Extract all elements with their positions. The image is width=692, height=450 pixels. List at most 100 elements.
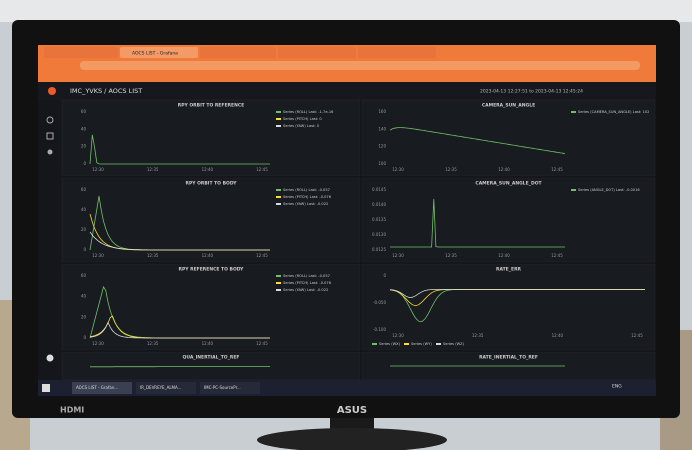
- tab[interactable]: [200, 47, 276, 58]
- time-range[interactable]: 2023-04-13 12:27:51 to 2023-04-13 12:45:…: [480, 89, 583, 95]
- x-tick-label: 12:35: [147, 167, 159, 172]
- y-tick-label: 40: [81, 126, 87, 131]
- legend-swatch: [276, 118, 281, 120]
- x-tick-label: 12:35: [445, 167, 457, 172]
- y-tick-label: 40: [81, 207, 87, 212]
- taskbar-item[interactable]: [136, 382, 196, 394]
- y-tick-label: 120: [378, 144, 386, 149]
- panel-bg: [61, 99, 361, 177]
- panel-title: CAMERA_SUN_ANGLE_DOT: [475, 181, 542, 187]
- x-tick-label: 12:45: [256, 341, 268, 346]
- taskbar-item[interactable]: [72, 382, 132, 394]
- legend-entry[interactable]: Series (ROLL) Last: -1.7e-16: [283, 110, 334, 114]
- x-tick-label: 12:40: [202, 253, 214, 258]
- x-tick-label: 12:35: [147, 253, 159, 258]
- legend-entry[interactable]: Series (PITCH) Last: -0.076: [283, 195, 332, 199]
- x-tick-label: 12:45: [256, 253, 268, 258]
- panel-bg: [61, 351, 361, 381]
- legend-entry[interactable]: Series (WX): [379, 342, 401, 346]
- taskbar-label: IR_DEVREYE_ALMA...: [140, 385, 181, 390]
- legend-swatch: [372, 343, 377, 345]
- y-tick-label: 60: [81, 273, 87, 278]
- legend-entry[interactable]: Series (YAW) Last: -0.022: [283, 202, 328, 206]
- y-tick-label: 100: [378, 161, 386, 166]
- taskbar-label: IMC-PC-SourcePr...: [204, 385, 241, 390]
- legend-entry[interactable]: Series (WZ): [443, 342, 465, 346]
- panel: RATE_INERTIAL_TO_REF: [361, 351, 656, 381]
- panel: RPY ORBIT TO BODY 60 40 20 0 12:30 12:35 12:40 1…: [61, 177, 361, 263]
- y-tick-label: 0.0145: [372, 187, 386, 192]
- grafana-header: [38, 82, 656, 100]
- panel-bg: [61, 263, 361, 351]
- y-tick-label: 20: [81, 314, 87, 319]
- y-tick-label: 20: [81, 227, 87, 232]
- panel: RPY ORBIT TO REFERENCE 60 40 20 0 12:30 12:35 1…: [61, 99, 361, 177]
- tab[interactable]: [358, 47, 436, 58]
- tab[interactable]: [44, 47, 118, 58]
- x-tick-label: 12:40: [202, 341, 214, 346]
- x-tick-label: 12:45: [551, 167, 563, 172]
- legend-entry[interactable]: Series (ANGLE_DOT) Last: -0.0016: [578, 188, 640, 192]
- y-tick-label: 0: [83, 335, 86, 340]
- panel: QUA_INERTIAL_TO_REF: [61, 351, 361, 381]
- address-bar[interactable]: [80, 61, 640, 70]
- x-tick-label: 12:35: [147, 341, 159, 346]
- legend-swatch: [276, 282, 281, 284]
- legend-swatch: [276, 289, 281, 291]
- panel-bg: [361, 263, 656, 351]
- legend-entry[interactable]: Series (ROLL) Last: -0.057: [283, 188, 330, 192]
- breadcrumb: IMC_YVKS / AOCS LIST: [70, 87, 142, 95]
- x-tick-label: 12:45: [631, 333, 643, 338]
- series-line: [389, 127, 566, 154]
- sidebar: [38, 100, 62, 380]
- monitor-base: [257, 428, 447, 450]
- tab[interactable]: [278, 47, 356, 58]
- panel-bg: [361, 177, 656, 263]
- legend-entry[interactable]: Series (ROLL) Last: -0.057: [283, 274, 330, 278]
- series-line: [89, 134, 270, 165]
- grafana-logo[interactable]: [48, 87, 56, 95]
- series-line: [89, 321, 270, 339]
- legend-swatch: [276, 189, 281, 191]
- series-line: [390, 198, 565, 248]
- user-icon[interactable]: [46, 354, 54, 362]
- y-tick-label: 40: [81, 294, 87, 299]
- panel-bg: [361, 99, 656, 177]
- legend-entry[interactable]: Series (YAW) Last: -0.022: [283, 288, 328, 292]
- active-tab[interactable]: [120, 47, 198, 58]
- panel-title: RPY ORBIT TO BODY: [185, 181, 237, 187]
- start-button[interactable]: [42, 384, 50, 392]
- x-tick-label: 12:30: [392, 167, 404, 172]
- x-tick-label: 12:35: [472, 333, 484, 338]
- legend-swatch: [276, 111, 281, 113]
- search-icon[interactable]: [46, 116, 54, 124]
- legend-swatch: [276, 275, 281, 277]
- x-tick-label: 12:30: [392, 333, 404, 338]
- y-tick-label: 60: [81, 187, 87, 192]
- taskbar-item[interactable]: [200, 382, 260, 394]
- panel-bg: [61, 177, 361, 263]
- panel: RATE_ERR 0 -0.050 -0.100 12:30 12:35 12:40 12:4…: [361, 263, 656, 351]
- port-label: HDMI: [60, 406, 84, 415]
- panel-title: RPY REFERENCE TO BODY: [179, 267, 245, 273]
- x-tick-label: 12:40: [552, 333, 564, 338]
- x-tick-label: 12:30: [392, 253, 404, 258]
- legend-entry[interactable]: Series (CAMERA_SUN_ANGLE) Last: 102: [578, 110, 649, 114]
- y-tick-label: 0.0140: [372, 202, 386, 207]
- legend-entry[interactable]: Series (PITCH) Last: -0.076: [283, 281, 332, 285]
- legend-entry[interactable]: Series (YAW) Last: 0: [283, 124, 320, 128]
- legend-entry[interactable]: Series (PITCH) Last: 0: [283, 117, 322, 121]
- other-tabs: [44, 47, 436, 58]
- alerts-icon[interactable]: [47, 149, 53, 155]
- y-tick-label: 160: [378, 109, 386, 114]
- x-tick-label: 12:45: [551, 253, 563, 258]
- dashboards-icon[interactable]: [46, 132, 54, 140]
- x-tick-label: 12:40: [498, 167, 510, 172]
- panel-title: CAMERA_SUN_ANGLE: [482, 103, 535, 109]
- y-tick-label: 20: [81, 144, 87, 149]
- legend-swatch: [404, 343, 409, 345]
- legend-entry[interactable]: Series (WY): [411, 342, 432, 346]
- y-tick-label: 0.0135: [372, 217, 386, 222]
- ceiling: [0, 0, 692, 22]
